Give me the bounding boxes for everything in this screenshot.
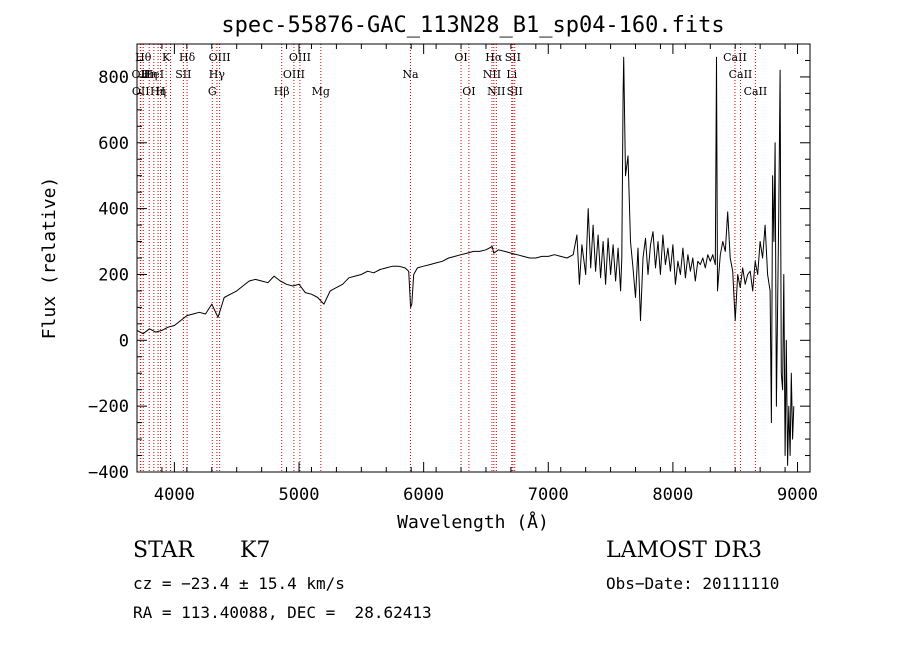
x-tick-label: 4000 (154, 485, 195, 505)
coordinates: RA = 113.40088, DEC = 28.62413 (133, 603, 432, 622)
annotation-label: CaII (729, 68, 753, 81)
annotation-label: Na (402, 68, 419, 81)
annotation-label: H (156, 85, 166, 98)
annotation-label: Hβ (274, 85, 290, 98)
annotation-label: Hγ (209, 68, 226, 81)
y-axis-label: Flux (relative) (39, 177, 60, 340)
annotation-label: SII (505, 51, 521, 64)
object-class: STAR (133, 538, 194, 563)
annotation-label: Hα (485, 51, 503, 64)
annotation-label: OII (132, 85, 150, 98)
annotation-label: SII (507, 85, 523, 98)
annotation-label: Hη (150, 85, 166, 98)
spectrum-series (136, 56, 795, 466)
x-axis: 4000 5000 6000 7000 8000 9000 (136, 44, 818, 505)
annotation-label: G (208, 85, 217, 98)
y-tick-label: −400 (88, 463, 129, 483)
x-tick-label: 8000 (652, 485, 693, 505)
annotation-label: OIII (283, 68, 305, 81)
y-tick-label: 800 (98, 68, 129, 88)
x-axis-label: Wavelength (Å) (397, 511, 549, 533)
annotation-label: SII (175, 68, 191, 81)
annotation-label: OI (454, 51, 467, 64)
annotation-label: Mg (312, 85, 330, 98)
annotation-label: Li (506, 68, 517, 81)
y-tick-label: −200 (88, 397, 129, 417)
chart-title: spec-55876-GAC_113N28_B1_sp04-160.fits (221, 13, 724, 38)
annotation-label: OI (462, 85, 475, 98)
survey-name: LAMOST DR3 (606, 538, 762, 563)
redshift-cz: cz = −23.4 ± 15.4 km/s (133, 574, 345, 593)
annotation-label: HeI (144, 68, 164, 81)
object-subclass: K7 (240, 538, 271, 563)
y-tick-label: 0 (119, 331, 129, 351)
annotation-label: NII (487, 85, 505, 98)
annotation-label: OIII (289, 51, 311, 64)
x-tick-label: 6000 (403, 485, 444, 505)
annotation-label: NII (483, 68, 501, 81)
x-tick-label: 5000 (279, 485, 320, 505)
y-axis: −400 −200 0 200 400 600 800 (88, 43, 810, 483)
observation-date: Obs−Date: 20111110 (606, 574, 780, 593)
y-tick-label: 200 (98, 265, 129, 285)
annotation-label: OIII (209, 51, 231, 64)
annotation-label: CaII (744, 85, 768, 98)
x-tick-label: 9000 (777, 485, 818, 505)
annotation-label: Hδ (179, 51, 196, 64)
spectrum-line (136, 56, 795, 466)
annotation-label: Hη (141, 68, 157, 81)
y-tick-label: 600 (98, 134, 129, 154)
y-tick-label: 400 (98, 200, 129, 220)
x-tick-label: 7000 (528, 485, 569, 505)
annotation-label: CaII (723, 51, 747, 64)
annotation-label: K (162, 51, 171, 64)
